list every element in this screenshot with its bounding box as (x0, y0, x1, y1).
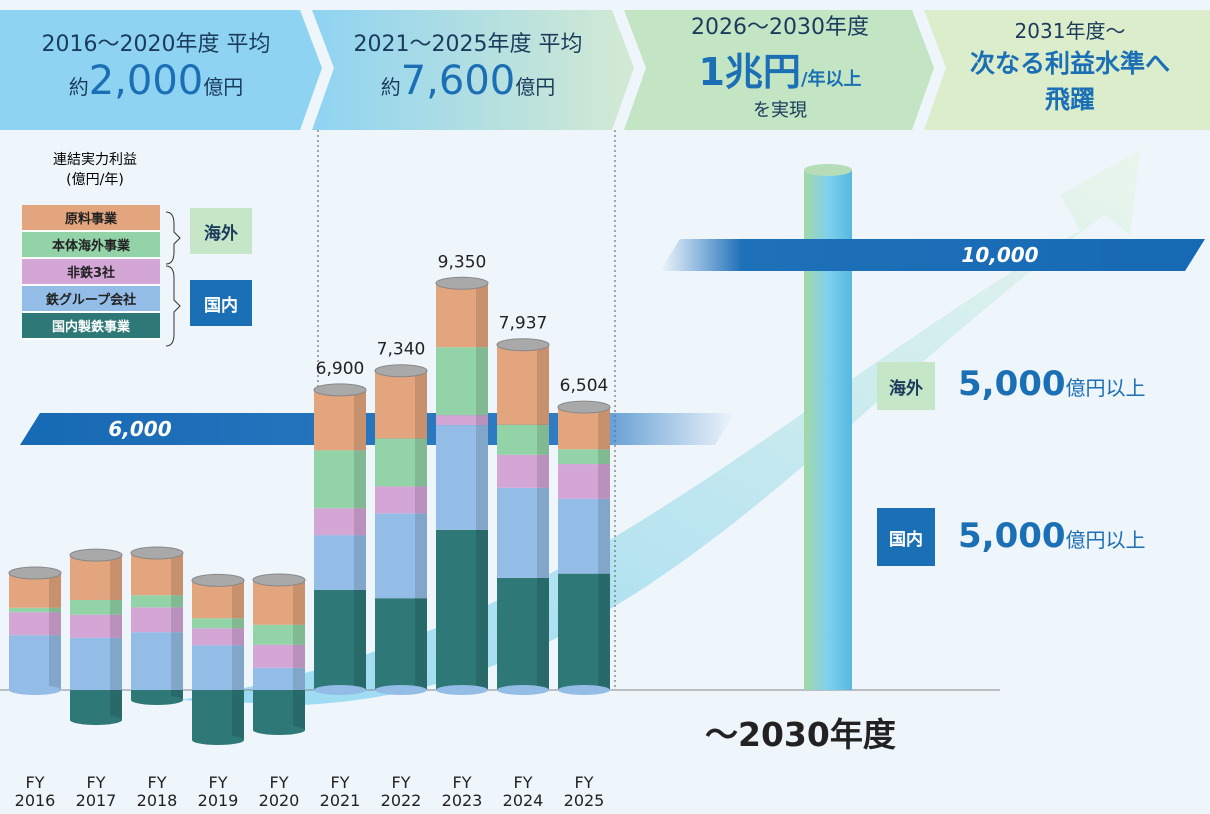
bar-cap (375, 365, 427, 377)
legend-group: 海外 (190, 208, 252, 254)
total-label: 9,350 (438, 252, 487, 272)
bar-bottom (314, 685, 366, 695)
bar-cap (9, 567, 61, 579)
bar-cap (131, 547, 183, 559)
bar-cap (314, 384, 366, 396)
legend-item: 非鉄3社 (22, 259, 160, 286)
banner-period: 2031年度〜 (1015, 15, 1126, 44)
bar-bottom (497, 685, 549, 695)
total-label: 6,900 (316, 359, 365, 379)
bar-bottom (558, 685, 610, 695)
bar-bottom (9, 685, 61, 695)
horizon-label: 〜2030年度 (705, 708, 896, 756)
column-cap (804, 164, 852, 176)
total-label: 6,504 (560, 376, 609, 396)
banner: 2026〜2030年度 1兆円/年以上 を実現 (630, 0, 930, 130)
shade (293, 580, 305, 730)
target-amount: 5,000 (958, 364, 1066, 404)
reference-band (660, 239, 1205, 271)
bar-cap (253, 574, 305, 586)
bar-cap (192, 574, 244, 586)
shade (354, 390, 366, 690)
x-tick-label: FY 2020 (249, 774, 309, 810)
legend-subtitle: (億円/年) (20, 170, 170, 190)
banner-note: を実現 (753, 96, 807, 122)
bar-bottom (70, 715, 122, 725)
x-tick-label: FY 2025 (554, 774, 614, 810)
banner: 2021〜2025年度 平均 約7,600億円 (318, 0, 618, 130)
x-tick-label: FY 2018 (127, 774, 187, 810)
banner-prefix: 約 (381, 75, 401, 99)
target-unit: 億円以上 (1066, 528, 1146, 552)
target-label: 海外 (877, 362, 935, 410)
reference-label: 10,000 (961, 243, 1038, 267)
legend-group: 国内 (190, 280, 252, 326)
x-tick-label: FY 2019 (188, 774, 248, 810)
banner-period: 2026〜2030年度 (691, 9, 869, 41)
banner: 2031年度〜 次なる利益水準へ 飛躍 (930, 0, 1210, 130)
marks: 6,000 10,000 6,900 7,340 9,350 7,937 6,504 (9, 239, 1205, 745)
banner-line: 飛躍 (1045, 80, 1095, 116)
banner: 2016〜2020年度 平均 約2,000億円 (0, 0, 312, 130)
legend-heading: 連結実力利益 (億円/年) (20, 150, 170, 190)
x-tick-label: FY 2022 (371, 774, 431, 810)
shade (110, 555, 122, 720)
x-tick-label: FY 2024 (493, 774, 553, 810)
legend-item: 鉄グループ会社 (22, 286, 160, 313)
x-tick-label: FY 2017 (66, 774, 126, 810)
bar-bottom (253, 725, 305, 735)
bar-cap (558, 401, 610, 413)
banner-amount: 7,600 (401, 58, 516, 104)
shade (476, 283, 488, 690)
banner-unit: 億円 (203, 75, 243, 99)
legend-item: 国内製鉄事業 (22, 313, 160, 340)
target-unit: 億円以上 (1066, 376, 1146, 400)
banner-amount: 1兆円 (698, 50, 800, 94)
bar-cap (70, 549, 122, 561)
banner-period: 2016〜2020年度 平均 (42, 26, 271, 58)
shade (171, 553, 183, 700)
target-amount: 5,000 (958, 516, 1066, 556)
shade (415, 371, 427, 690)
x-tick-label: FY 2023 (432, 774, 492, 810)
target-value: 5,000億円以上 (958, 516, 1146, 556)
banner-unit: /年以上 (801, 69, 862, 90)
bar-bottom (436, 685, 488, 695)
bar-bottom (375, 685, 427, 695)
legend-item: 本体海外事業 (22, 232, 160, 259)
shade (537, 345, 549, 690)
bar-cap (436, 277, 488, 289)
banner-prefix: 約 (69, 75, 89, 99)
banner-amount: 2,000 (89, 58, 204, 104)
page: {"banners":[ {"period":"2016〜2020年度 平均",… (0, 0, 1210, 814)
shade (49, 573, 61, 690)
bracket (166, 266, 180, 346)
bar-bottom (131, 695, 183, 705)
x-tick-label: FY 2021 (310, 774, 370, 810)
banner-line: 次なる利益水準へ (970, 44, 1170, 80)
legend-title: 連結実力利益 (20, 150, 170, 170)
total-label: 7,340 (377, 340, 426, 360)
shade (232, 580, 244, 740)
shade (598, 407, 610, 690)
target-label: 国内 (877, 508, 935, 566)
bracket (166, 212, 180, 264)
target-value: 5,000億円以上 (958, 364, 1146, 404)
banner-unit: 億円 (515, 75, 555, 99)
x-tick-label: FY 2016 (5, 774, 65, 810)
banner-period: 2021〜2025年度 平均 (354, 26, 583, 58)
total-label: 7,937 (499, 314, 548, 334)
bar-bottom (192, 735, 244, 745)
legend-item: 原料事業 (22, 205, 160, 232)
reference-label: 6,000 (108, 417, 171, 441)
bar-cap (497, 339, 549, 351)
